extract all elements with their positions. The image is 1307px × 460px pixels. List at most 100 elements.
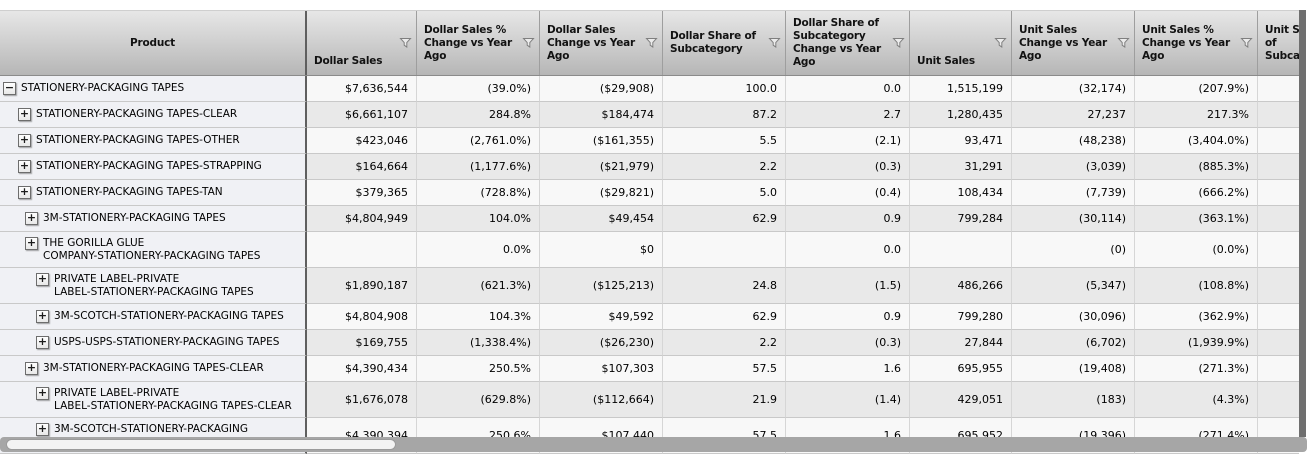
expand-icon[interactable]: + xyxy=(36,309,49,323)
value-cell: 695,955 xyxy=(910,356,1012,382)
value-cell: ($161,355) xyxy=(540,128,663,154)
expand-icon[interactable]: + xyxy=(18,159,31,173)
value-cell: 0.0 xyxy=(786,76,910,102)
value-cell: $379,365 xyxy=(307,180,417,206)
value-cell xyxy=(1258,76,1299,102)
column-header-unit-sales-pct-change[interactable]: Unit Sales % Change vs Year Ago xyxy=(1135,11,1258,75)
value-cell: $49,454 xyxy=(540,206,663,232)
product-name-line: LABEL-STATIONERY-PACKAGING TAPES xyxy=(54,285,254,298)
value-cell: ($26,230) xyxy=(540,330,663,356)
value-cell xyxy=(1258,128,1299,154)
value-cell xyxy=(1258,102,1299,128)
value-cell: (629.8%) xyxy=(417,382,540,418)
filter-icon[interactable] xyxy=(994,37,1007,49)
filter-icon[interactable] xyxy=(1240,37,1253,49)
expand-icon[interactable]: + xyxy=(25,235,38,250)
column-header-unit-sales-change[interactable]: Unit Sales Change vs Year Ago xyxy=(1012,11,1135,75)
filter-icon[interactable] xyxy=(892,37,905,49)
value-cell: (0) xyxy=(1012,232,1135,268)
value-cell xyxy=(663,232,786,268)
value-cell: (362.9%) xyxy=(1135,304,1258,330)
expand-icon[interactable]: + xyxy=(25,211,38,225)
expand-icon[interactable]: + xyxy=(18,185,31,199)
value-cell: (3,039) xyxy=(1012,154,1135,180)
product-name-line: THE GORILLA GLUE xyxy=(43,236,145,249)
value-cell: (363.1%) xyxy=(1135,206,1258,232)
value-cell: (5,347) xyxy=(1012,268,1135,304)
table-row: +3M-STATIONERY-PACKAGING TAPES-CLEAR $4,3… xyxy=(0,356,1299,382)
expand-icon[interactable]: + xyxy=(18,107,31,121)
value-cell: 5.0 xyxy=(663,180,786,206)
product-name-line: COMPANY-STATIONERY-PACKAGING TAPES xyxy=(43,249,261,262)
column-header-unit-sales[interactable]: Unit Sales xyxy=(910,11,1012,75)
value-cell: 2.2 xyxy=(663,330,786,356)
expand-icon[interactable]: + xyxy=(36,385,49,400)
value-cell: 0.0% xyxy=(417,232,540,268)
value-cell: (19,408) xyxy=(1012,356,1135,382)
column-header-label: Dollar Sales Change vs Year Ago xyxy=(547,23,636,62)
filter-icon[interactable] xyxy=(645,37,658,49)
horizontal-scrollbar[interactable] xyxy=(0,437,1307,452)
column-header-dollar-share-subcategory[interactable]: Dollar Share of Subcategory xyxy=(663,11,786,75)
product-cell: − STATIONERY-PACKAGING TAPES xyxy=(0,76,307,102)
value-cell: 486,266 xyxy=(910,268,1012,304)
table-row: + PRIVATE LABEL-PRIVATE LABEL-STATIONERY-P… xyxy=(0,268,1299,304)
product-name-line: STATIONERY-PACKAGING TAPES xyxy=(21,82,185,94)
scrollbar-thumb[interactable] xyxy=(6,439,396,450)
product-name: STATIONERY-PACKAGING TAPES-STRAPPING xyxy=(36,160,262,173)
expand-icon[interactable]: + xyxy=(25,361,38,375)
column-header-dollar-sales-pct-change[interactable]: Dollar Sales % Change vs Year Ago xyxy=(417,11,540,75)
collapse-icon[interactable]: − xyxy=(3,81,16,95)
value-cell: (0.4) xyxy=(786,180,910,206)
expand-icon[interactable]: + xyxy=(36,421,49,436)
value-cell: ($125,213) xyxy=(540,268,663,304)
column-header-dollar-share-subcategory-change[interactable]: Dollar Share of Subcategory Change vs Ye… xyxy=(786,11,910,75)
filter-icon[interactable] xyxy=(522,37,535,49)
value-cell: $4,804,949 xyxy=(307,206,417,232)
value-cell: ($29,821) xyxy=(540,180,663,206)
value-cell: 62.9 xyxy=(663,206,786,232)
value-cell: (0.3) xyxy=(786,330,910,356)
value-cell xyxy=(1258,268,1299,304)
column-header-dollar-sales-change[interactable]: Dollar Sales Change vs Year Ago xyxy=(540,11,663,75)
product-cell: +3M-STATIONERY-PACKAGING TAPES xyxy=(0,206,307,232)
value-cell: (4.3%) xyxy=(1135,382,1258,418)
value-cell: (6,702) xyxy=(1012,330,1135,356)
product-name-line: STATIONERY-PACKAGING TAPES-OTHER xyxy=(36,134,240,146)
product-name: PRIVATE LABEL-PRIVATE LABEL-STATIONERY-PA… xyxy=(54,387,292,413)
expand-icon[interactable]: + xyxy=(18,133,31,147)
expand-icon[interactable]: + xyxy=(36,271,49,286)
product-name-line: STATIONERY-PACKAGING TAPES-TAN xyxy=(36,186,223,198)
product-name: 3M-STATIONERY-PACKAGING TAPES xyxy=(43,212,226,225)
product-name: STATIONERY-PACKAGING TAPES-TAN xyxy=(36,186,223,199)
value-cell: 57.5 xyxy=(663,356,786,382)
value-cell: 1,280,435 xyxy=(910,102,1012,128)
value-cell: 5.5 xyxy=(663,128,786,154)
column-header-product[interactable]: Product xyxy=(0,11,307,75)
product-name-line: 3M-STATIONERY-PACKAGING TAPES-CLEAR xyxy=(43,362,264,374)
filter-icon[interactable] xyxy=(399,37,412,49)
product-name: STATIONERY-PACKAGING TAPES-OTHER xyxy=(36,134,240,147)
value-cell xyxy=(1258,330,1299,356)
filter-icon[interactable] xyxy=(768,37,781,49)
filter-icon[interactable] xyxy=(1117,37,1130,49)
value-cell: (728.8%) xyxy=(417,180,540,206)
column-header-unit-share-subcategory[interactable]: Unit Share of Subcategory xyxy=(1258,11,1299,75)
value-cell: ($112,664) xyxy=(540,382,663,418)
value-cell: $184,474 xyxy=(540,102,663,128)
value-cell xyxy=(1258,154,1299,180)
value-cell: $7,636,544 xyxy=(307,76,417,102)
value-cell: 27,844 xyxy=(910,330,1012,356)
column-header-dollar-sales[interactable]: Dollar Sales xyxy=(307,11,417,75)
header-row: Product Dollar Sales Dollar Sales % Change… xyxy=(0,10,1299,76)
product-cell: +3M-STATIONERY-PACKAGING TAPES-CLEAR xyxy=(0,356,307,382)
value-cell: (0.0%) xyxy=(1135,232,1258,268)
value-cell: $169,755 xyxy=(307,330,417,356)
value-cell: 284.8% xyxy=(417,102,540,128)
expand-icon[interactable]: + xyxy=(36,335,49,349)
product-name: 3M-STATIONERY-PACKAGING TAPES-CLEAR xyxy=(43,362,264,375)
value-cell: (2.1) xyxy=(786,128,910,154)
value-cell: 217.3% xyxy=(1135,102,1258,128)
table-row: + PRIVATE LABEL-PRIVATE LABEL-STATIONERY-P… xyxy=(0,382,1299,418)
product-cell: + THE GORILLA GLUE COMPANY-STATIONERY-PACK… xyxy=(0,232,307,268)
